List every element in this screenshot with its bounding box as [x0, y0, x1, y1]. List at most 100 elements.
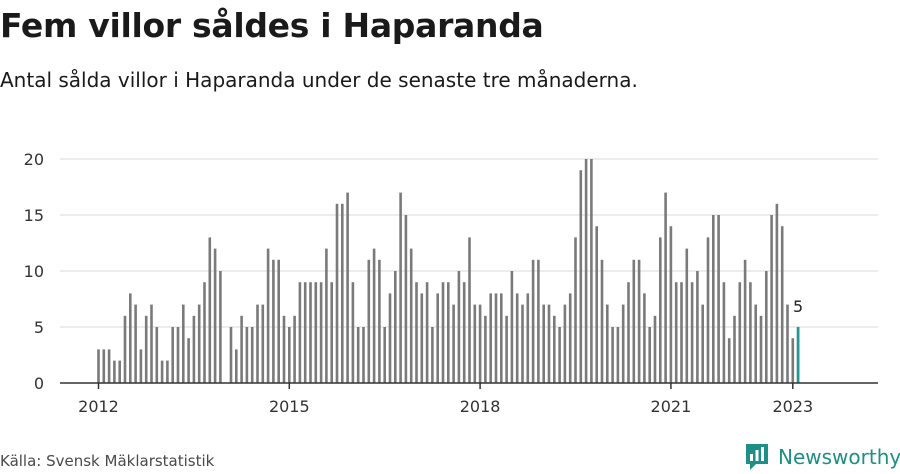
bar: [113, 360, 116, 383]
bar: [484, 315, 487, 383]
bar-latest: [796, 327, 800, 383]
bar: [648, 327, 651, 383]
bar: [351, 282, 355, 383]
bar: [717, 215, 720, 383]
bar: [97, 349, 100, 383]
bar: [150, 304, 153, 383]
bar: [526, 293, 530, 383]
bar: [590, 159, 593, 383]
bar: [452, 304, 455, 383]
bar: [701, 304, 704, 383]
bar: [266, 248, 270, 383]
y-tick-label: 5: [34, 318, 44, 337]
bar: [775, 203, 779, 383]
bar: [616, 327, 620, 383]
bar: [489, 293, 492, 383]
bar: [362, 327, 365, 383]
bar: [457, 271, 461, 383]
bar: [431, 327, 434, 383]
bar: [786, 304, 789, 383]
bar: [706, 237, 710, 383]
bar: [155, 327, 159, 383]
bar: [356, 327, 360, 383]
bar: [187, 338, 190, 383]
bar: [722, 282, 726, 383]
bar: [160, 360, 164, 383]
bar: [542, 304, 545, 383]
y-tick-label: 10: [24, 262, 44, 281]
bar: [574, 237, 577, 383]
bar: [235, 349, 238, 383]
bar: [664, 192, 667, 383]
bar: [166, 360, 169, 383]
bar: [314, 282, 318, 383]
bar: [346, 192, 349, 383]
newsworthy-logo[interactable]: Newsworthy: [744, 442, 900, 472]
bar: [245, 327, 249, 383]
bar: [213, 248, 217, 383]
axis-labels: 0 5 10 15 20 5 2012 2015 2018 2021 2023: [24, 150, 814, 416]
bar: [144, 315, 148, 383]
bar: [738, 282, 742, 383]
bar: [441, 282, 445, 383]
bar: [118, 360, 121, 383]
bar: [203, 282, 206, 383]
bar: [759, 315, 763, 383]
bar: [378, 259, 381, 383]
bar: [197, 304, 201, 383]
bar: [468, 237, 471, 383]
bar: [727, 338, 731, 383]
bar: [367, 259, 371, 383]
bar: [447, 282, 450, 383]
bar: [404, 215, 408, 383]
bar: [515, 293, 519, 383]
x-tick-label: 2012: [78, 397, 119, 416]
bar: [765, 271, 768, 383]
x-axis: [60, 382, 878, 389]
bar: [425, 282, 429, 383]
x-tick-label: 2023: [772, 397, 813, 416]
bar: [388, 293, 392, 383]
bar: [531, 259, 535, 383]
bars: [97, 159, 800, 383]
bar: [383, 327, 386, 383]
bar: [659, 237, 662, 383]
bar: [272, 259, 275, 383]
bar: [494, 293, 498, 383]
bar: [627, 282, 630, 383]
bar: [632, 259, 636, 383]
bar: [733, 315, 736, 383]
bar: [409, 248, 413, 383]
bar: [420, 293, 424, 383]
bar: [129, 293, 132, 383]
bar: [330, 282, 333, 383]
bar: [521, 304, 524, 383]
bar: [621, 304, 625, 383]
brand-name: Newsworthy: [778, 445, 900, 469]
bar: [505, 315, 508, 383]
bar: [293, 315, 296, 383]
bar: [250, 327, 254, 383]
bar: [473, 304, 477, 383]
bar: [595, 226, 598, 383]
bar: [462, 282, 466, 383]
bar: [303, 282, 307, 383]
bar: [102, 349, 106, 383]
bar: [579, 170, 583, 383]
bar: [229, 327, 233, 383]
bar: [500, 293, 503, 383]
bar: [309, 282, 312, 383]
bar: [669, 226, 673, 383]
bar: [192, 315, 196, 383]
bar: [754, 304, 757, 383]
bar: [558, 327, 561, 383]
bar: [256, 304, 259, 383]
y-tick-label: 0: [34, 374, 44, 393]
bar: [399, 192, 402, 383]
bar: [134, 304, 137, 383]
chart-subtitle: Antal sålda villor i Haparanda under de …: [0, 68, 638, 92]
source-note: Källa: Svensk Mäklarstatistik: [0, 452, 215, 470]
bar: [298, 282, 302, 383]
chart-title: Fem villor såldes i Haparanda: [0, 6, 544, 45]
bar: [680, 282, 683, 383]
